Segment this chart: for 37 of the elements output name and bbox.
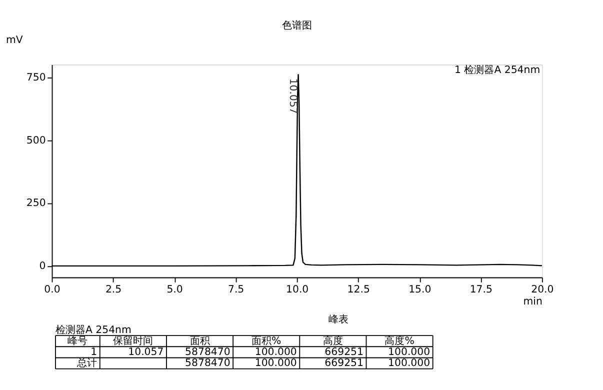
text: 669251 xyxy=(324,358,364,370)
text: 1 xyxy=(90,346,98,358)
text: 100.000 xyxy=(254,358,297,370)
x-tick-label: 7.5 xyxy=(228,284,244,296)
text: 669251 xyxy=(324,346,364,358)
chart-title: 色谱图 xyxy=(282,19,312,32)
text: 100.000 xyxy=(388,346,430,358)
text: 10.057 xyxy=(128,346,164,358)
x-tick-label: 0.0 xyxy=(44,284,60,296)
text: 100.000 xyxy=(388,358,430,370)
x-axis-title: min xyxy=(523,296,542,308)
y-tick-label: 750 xyxy=(26,72,46,84)
x-tick-label: 10.0 xyxy=(286,284,309,296)
y-tick-label: 0 xyxy=(39,261,46,272)
x-tick-label: 5.0 xyxy=(166,284,183,296)
x-tick-label: 20.0 xyxy=(531,284,554,296)
x-tick-label: 15.0 xyxy=(408,284,432,296)
x-tick-label: 12.5 xyxy=(347,284,370,296)
text: 高度% xyxy=(384,334,415,347)
x-tick-label: 17.5 xyxy=(470,284,492,296)
annotation: 10.057 xyxy=(286,78,298,114)
text: 峰表 xyxy=(328,314,348,326)
y-axis-title: mV xyxy=(6,34,23,46)
text: 面积 xyxy=(190,336,210,347)
x-tick-label: 2.5 xyxy=(105,284,122,296)
text: 峰号 xyxy=(68,334,88,347)
text: 5878470 xyxy=(185,346,230,358)
text: 面积% xyxy=(252,336,282,347)
text: 高度 xyxy=(322,334,343,347)
y-tick-label: 250 xyxy=(26,198,46,210)
text: 100.000 xyxy=(254,346,297,358)
text: 1 检测器A 254nm xyxy=(454,64,540,76)
y-tick-label: 500 xyxy=(26,135,46,146)
text: 5878470 xyxy=(185,358,230,370)
text: 检测器A 254nm xyxy=(55,324,132,336)
text: 保留时间 xyxy=(113,334,154,347)
text: 总计 xyxy=(76,357,98,370)
